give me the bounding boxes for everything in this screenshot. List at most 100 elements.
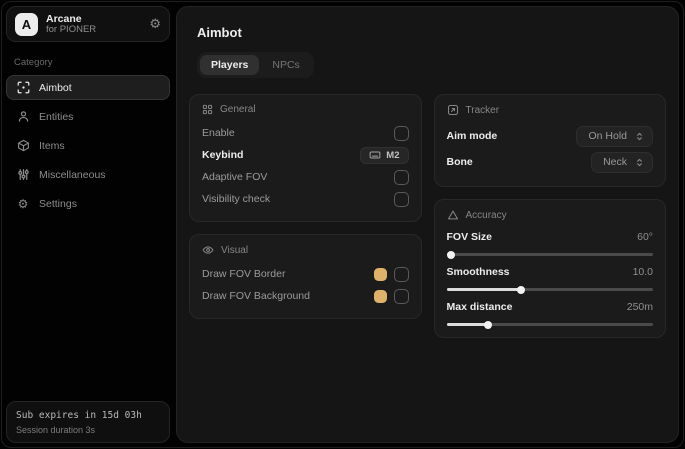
control-group [373, 266, 409, 282]
setting-row-visibility-check: Visibility check [202, 188, 409, 210]
triangle-icon [447, 209, 459, 221]
keybind-button[interactable]: M2 [360, 146, 409, 164]
sidebar-item-items[interactable]: Items [6, 133, 170, 158]
visual-card-title: Visual [221, 244, 249, 256]
cards-grid: General Enable Keybind [189, 94, 666, 338]
setting-label: Bone [446, 156, 473, 168]
slider-label: Smoothness [446, 266, 510, 278]
setting-row-draw-fov-background: Draw FOV Background [202, 285, 409, 307]
aim-mode-select[interactable]: On Hold [576, 125, 653, 147]
visual-card: Visual Draw FOV Border Draw FOV Backgrou… [189, 234, 422, 319]
setting-row-draw-fov-border: Draw FOV Border [202, 263, 409, 285]
setting-label: Enable [202, 127, 235, 139]
smoothness-group: Smoothness 10.0 [446, 263, 654, 291]
slider-fill [446, 288, 521, 291]
gear-icon: ⚙ [17, 196, 29, 211]
visual-card-header: Visual [202, 244, 409, 256]
app-subtitle: for PIONER [46, 23, 97, 35]
setting-row-adaptive-fov: Adaptive FOV [202, 166, 409, 188]
sidebar-item-label: Items [39, 139, 65, 152]
gear-icon[interactable]: ⚙ [149, 16, 161, 32]
setting-row-enable: Enable [202, 122, 409, 144]
general-card-header: General [202, 104, 409, 115]
fov-background-color-swatch[interactable] [373, 289, 387, 303]
general-card-title: General [220, 104, 256, 115]
keybind-value: M2 [386, 149, 400, 161]
page-title: Aimbot [197, 25, 242, 40]
sidebar: A Arcane for PIONER ⚙ Category Aimbot [6, 6, 170, 443]
draw-fov-background-checkbox[interactable] [393, 288, 409, 304]
app-header: A Arcane for PIONER ⚙ [6, 6, 170, 42]
eye-icon [202, 244, 214, 256]
setting-label: Adaptive FOV [202, 171, 268, 183]
accuracy-card: Accuracy FOV Size 60° Smoothness 10.0 [433, 199, 666, 338]
crosshair-scan-icon [16, 81, 30, 94]
slider-label-row: Smoothness 10.0 [447, 263, 654, 281]
slider-label-row: Max distance 250m [447, 298, 654, 316]
setting-row-bone: Bone Neck [446, 149, 653, 175]
sidebar-item-label: Aimbot [39, 81, 72, 94]
enable-checkbox[interactable] [393, 125, 409, 141]
bone-value: Neck [603, 156, 627, 168]
setting-label: Draw FOV Border [202, 268, 286, 280]
fov-size-slider[interactable] [446, 253, 653, 256]
control-group [373, 288, 409, 304]
sliders-icon [16, 168, 30, 181]
slider-label: FOV Size [446, 231, 493, 243]
slider-label-row: FOV Size 60° [447, 228, 654, 246]
slider-fill [446, 323, 488, 326]
sidebar-item-label: Entities [39, 110, 74, 123]
adaptive-fov-checkbox[interactable] [393, 169, 409, 185]
app-logo: A [15, 12, 38, 36]
main-panel: Aimbot Players NPCs General Enable [176, 6, 679, 443]
sidebar-item-miscellaneous[interactable]: Miscellaneous [6, 162, 170, 187]
tab-players[interactable]: Players [200, 55, 260, 75]
app-name: Arcane [46, 12, 82, 25]
setting-label: Aim mode [446, 130, 498, 142]
accuracy-card-title: Accuracy [465, 209, 507, 221]
smoothness-slider[interactable] [446, 288, 653, 291]
target-tabs: Players NPCs [197, 52, 314, 78]
sub-expiry-text: Sub expires in 15d 03h [16, 410, 142, 421]
bone-select[interactable]: Neck [591, 151, 653, 173]
sidebar-nav: Aimbot Entities Items [6, 75, 170, 216]
category-label: Category [14, 57, 53, 68]
slider-label: Max distance [446, 301, 513, 313]
session-duration-text: Session duration 3s [16, 425, 96, 435]
max-distance-slider[interactable] [446, 323, 653, 326]
max-distance-group: Max distance 250m [446, 298, 654, 326]
tab-npcs[interactable]: NPCs [272, 59, 300, 71]
sidebar-item-entities[interactable]: Entities [6, 104, 170, 129]
visibility-check-checkbox[interactable] [393, 191, 409, 207]
unfold-icon [634, 131, 645, 142]
general-card: General Enable Keybind [189, 94, 422, 222]
setting-label: Draw FOV Background [202, 290, 310, 302]
sidebar-item-settings[interactable]: ⚙ Settings [6, 191, 170, 216]
draw-fov-border-checkbox[interactable] [393, 266, 409, 282]
fov-size-group: FOV Size 60° [446, 228, 654, 256]
slider-value: 10.0 [632, 266, 653, 278]
slider-fill [446, 253, 451, 256]
slider-value: 250m [626, 301, 653, 313]
accuracy-card-header: Accuracy [447, 209, 654, 221]
setting-label: Keybind [202, 149, 244, 161]
setting-label: Visibility check [202, 193, 271, 205]
aim-mode-value: On Hold [588, 130, 627, 142]
unfold-icon [634, 157, 645, 168]
tracker-card: Tracker Aim mode On Hold Bone [433, 94, 666, 187]
sidebar-item-aimbot[interactable]: Aimbot [6, 75, 170, 100]
person-icon [16, 110, 30, 123]
setting-row-keybind: Keybind M2 [202, 144, 409, 166]
keyboard-icon [369, 149, 381, 161]
setting-row-aim-mode: Aim mode On Hold [446, 123, 653, 149]
cube-icon [16, 139, 30, 152]
focus-square-icon [447, 104, 459, 116]
slider-value: 60° [637, 231, 653, 243]
tracker-card-header: Tracker [447, 104, 654, 116]
fov-border-color-swatch[interactable] [373, 267, 387, 281]
left-column: General Enable Keybind [189, 94, 422, 319]
right-column: Tracker Aim mode On Hold Bone [433, 94, 666, 338]
app-meta: Arcane for PIONER [46, 13, 96, 36]
sidebar-item-label: Settings [39, 197, 77, 210]
tracker-card-title: Tracker [465, 104, 500, 116]
